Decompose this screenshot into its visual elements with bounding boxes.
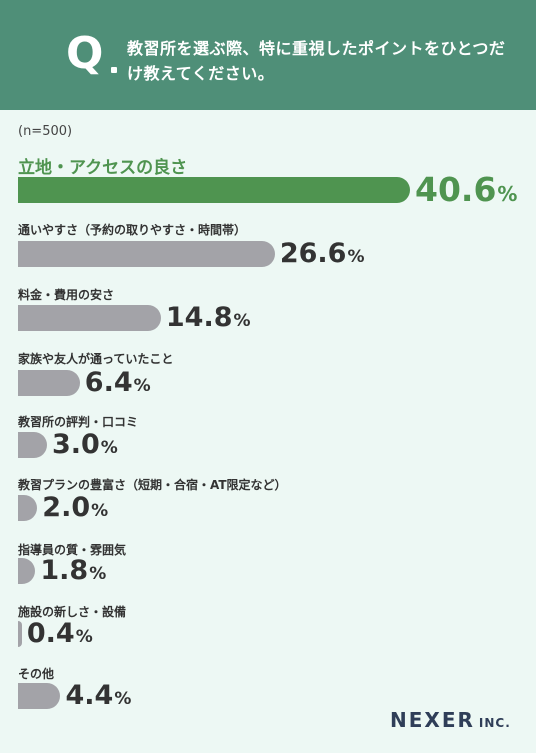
sample-size-label: (n=500) [18,124,73,139]
value-number: 3.0 [51,429,100,460]
question-text: 教習所を選ぶ際、特に重視したポイントをひとつだけ教えてください。 [127,39,506,83]
q-mark: Q [66,28,104,79]
percent-unit: % [100,438,118,458]
bar [18,432,47,458]
bar [18,305,161,331]
category-label: 家族や友人が通っていたこと [18,352,174,366]
percent-unit: % [91,501,109,521]
category-label: 教習所の評判・口コミ [18,415,139,429]
value-number: 26.6 [279,238,347,269]
logo-name: NEXER [390,708,475,732]
percent-unit: % [497,182,518,206]
category-label: 指導員の質・雰囲気 [18,543,127,557]
percent-unit: % [89,564,107,584]
nexer-logo: NEXER INC. [390,708,511,732]
percent-unit: % [347,247,365,267]
bar [18,495,38,521]
bar [18,558,36,584]
value-label: 40.6% [415,173,517,206]
category-label: 通いやすさ（予約の取りやすさ・時間帯） [18,223,247,237]
value-label: 4.4% [65,682,131,709]
value-number: 1.8 [40,555,89,586]
category-label: 施設の新しさ・設備 [18,605,127,619]
value-number: 4.4 [65,680,114,711]
value-number: 14.8 [165,302,233,333]
bar [18,621,22,647]
q-dot [111,67,117,73]
value-number: 6.4 [84,367,133,398]
category-label: 教習プランの豊富さ（短期・合宿・AT限定など） [18,478,287,492]
value-number: 2.0 [42,492,91,523]
question-header: Q 教習所を選ぶ際、特に重視したポイントをひとつだけ教えてください。 [0,0,536,110]
percent-unit: % [114,689,132,709]
value-label: 0.4% [27,620,93,647]
logo-suffix: INC. [478,716,511,730]
bar [18,683,61,709]
value-label: 3.0% [52,431,118,458]
category-label: 立地・アクセスの良さ [18,158,188,178]
percent-unit: % [233,311,251,331]
value-label: 6.4% [85,369,151,396]
category-label: その他 [18,667,55,681]
bar [18,370,80,396]
value-label: 26.6% [280,240,365,267]
value-label: 1.8% [40,557,106,584]
value-label: 14.8% [166,304,251,331]
value-label: 2.0% [42,494,108,521]
value-number: 0.4 [26,618,75,649]
value-number: 40.6 [415,170,497,209]
category-label: 料金・費用の安さ [18,288,115,302]
percent-unit: % [75,627,93,647]
bar [18,241,275,267]
percent-unit: % [133,376,151,396]
bar [18,177,410,203]
